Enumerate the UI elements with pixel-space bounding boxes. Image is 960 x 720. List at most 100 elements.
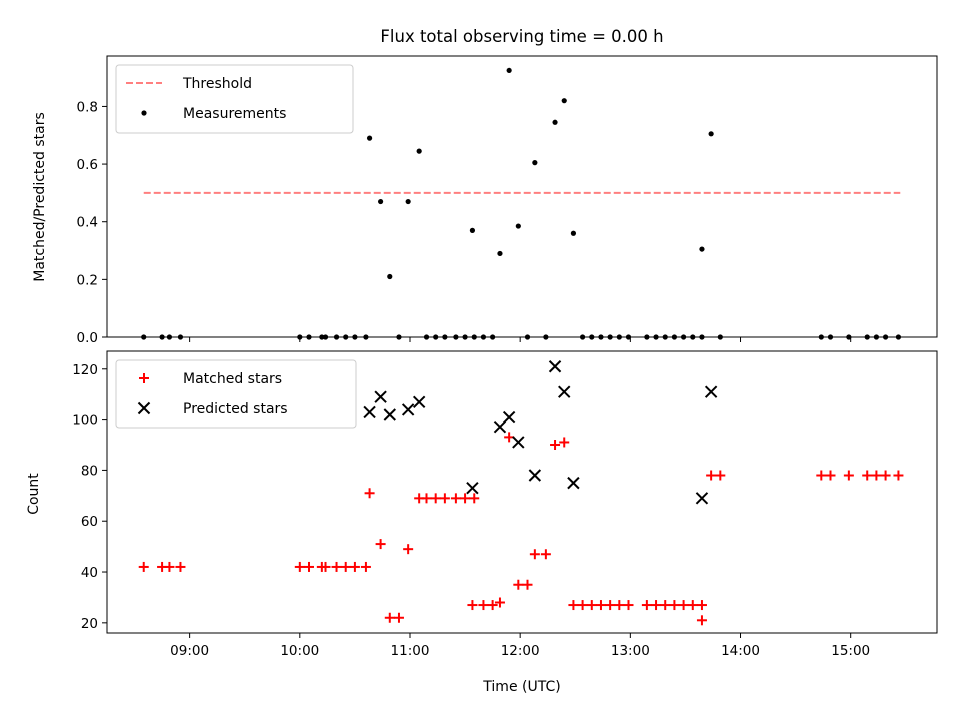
x-b [558, 385, 571, 398]
y-tick-label: 0.8 [77, 99, 98, 115]
legend-label: Predicted stars [183, 401, 288, 417]
measurement-point [480, 334, 487, 340]
matched-star-marker [825, 470, 836, 481]
matched-star-marker [651, 600, 662, 611]
matched-star-marker [164, 561, 175, 572]
x-b [383, 408, 396, 421]
x-b [493, 421, 507, 434]
matched-star-marker [403, 544, 414, 555]
matched-star-marker [660, 600, 671, 611]
matched-star-marker [669, 600, 680, 611]
axes-frame [106, 55, 938, 338]
measurement-point [717, 334, 723, 340]
legend: Matched stars Predicted stars [115, 359, 357, 429]
predicted-star-marker [412, 395, 426, 409]
predicted-star-marker [363, 405, 376, 419]
measurement-point [864, 334, 870, 340]
measurement-point [423, 334, 430, 340]
measurement-point [552, 119, 558, 125]
matched-star-marker [340, 561, 351, 572]
matched-star-marker [294, 561, 305, 572]
measurement-point [873, 334, 880, 340]
x-b [512, 436, 525, 449]
measurement-point [319, 334, 325, 340]
measurement-point [671, 334, 678, 340]
measurement-point [818, 334, 824, 340]
matched-star-marker [559, 437, 570, 448]
matched-star-marker [893, 470, 904, 481]
measurement-point [570, 230, 577, 236]
measurement-point [159, 334, 165, 340]
measurement-point [416, 148, 422, 154]
matched-star-marker [540, 549, 551, 560]
measurement-point [690, 334, 696, 340]
y-tick-label: 80 [81, 463, 98, 479]
measurement-point [366, 135, 373, 141]
measurement-point [846, 334, 852, 340]
matched-star-marker [696, 600, 707, 611]
x-tick-label: 09:00 [170, 643, 209, 659]
top-y-axis-label: Matched/Predicted stars [32, 112, 48, 282]
matched-star-marker [478, 600, 489, 611]
measurement-point [166, 334, 173, 340]
x-tick-label: 13:00 [611, 643, 650, 659]
legend-label: Measurements [183, 106, 286, 122]
measurement-point [561, 98, 567, 104]
matched-star-marker [364, 488, 375, 499]
measurement-point [387, 273, 393, 280]
x-b [363, 405, 376, 419]
matched-star-marker [529, 549, 540, 560]
measurement-point [708, 131, 714, 137]
matched-star-marker [360, 561, 371, 572]
measurement-point [543, 334, 549, 340]
measurement-point [644, 334, 650, 340]
y-tick-label: 0.4 [77, 215, 98, 231]
predicted-star-marker [374, 390, 387, 403]
measurement-point [322, 334, 329, 340]
measurement-point [490, 334, 496, 340]
matched-star-marker [550, 440, 561, 450]
legend-label: Threshold [182, 76, 252, 92]
legend-box [115, 64, 354, 134]
x-axis-label: Time (UTC) [482, 679, 560, 695]
predicted-star-marker [695, 492, 709, 505]
matched-star-marker [843, 470, 854, 481]
matched-star-marker [439, 493, 450, 504]
matched-star-marker [421, 493, 432, 504]
measurement-point [363, 334, 369, 340]
matched-star-marker [586, 600, 597, 611]
measurement-point [607, 334, 613, 340]
matched-star-marker [320, 561, 331, 572]
measurement-point [297, 334, 303, 340]
measurement-point [699, 246, 705, 252]
x-tick-label: 14:00 [721, 643, 760, 659]
measurement-point [442, 334, 448, 340]
predicted-star-marker [466, 481, 479, 495]
predicted-star-marker [704, 385, 718, 398]
matched-star-marker [522, 579, 533, 590]
y-tick-label: 0.0 [77, 330, 98, 346]
measurement-point [882, 334, 889, 340]
legend-predicted-swatch-b [137, 401, 151, 415]
predicted-star-marker [502, 410, 516, 424]
top-chart-title: Flux total observing time = 0.00 h [380, 27, 663, 46]
matched-star-marker [494, 597, 505, 608]
measurement-point [895, 334, 902, 340]
measurement-point [471, 334, 477, 340]
x-b [567, 476, 580, 490]
measurement-point [579, 334, 586, 340]
measurement-point [598, 334, 604, 340]
x-b [401, 403, 415, 416]
matched-star-marker [460, 493, 471, 504]
matched-star-marker [577, 600, 588, 611]
x-b [695, 492, 709, 505]
y-tick-label: 40 [81, 565, 98, 581]
matched-star-marker [641, 600, 652, 611]
matched-star-marker [450, 493, 461, 504]
legend-label: Matched stars [183, 371, 282, 387]
x-b [466, 481, 479, 495]
matched-star-marker [614, 600, 625, 611]
x-b [374, 390, 387, 403]
x-tick-label: 15:00 [831, 643, 870, 659]
matched-star-marker [687, 600, 698, 611]
